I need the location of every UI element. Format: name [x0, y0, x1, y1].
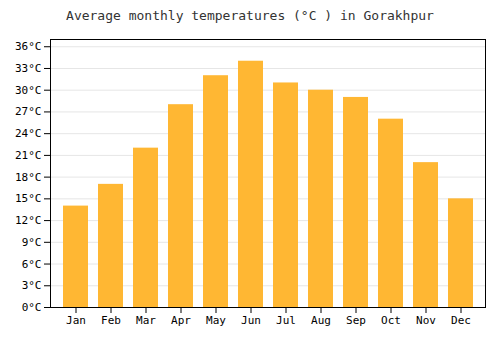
svg-text:6°C: 6°C — [22, 258, 42, 271]
svg-text:21°C: 21°C — [15, 149, 42, 162]
svg-text:Jun: Jun — [241, 314, 261, 327]
svg-text:12°C: 12°C — [15, 214, 42, 227]
svg-text:36°C: 36°C — [15, 40, 42, 53]
svg-text:24°C: 24°C — [15, 127, 42, 140]
svg-text:Aug: Aug — [311, 314, 331, 327]
svg-text:18°C: 18°C — [15, 171, 42, 184]
svg-text:9°C: 9°C — [22, 236, 42, 249]
svg-text:Mar: Mar — [136, 314, 156, 327]
svg-text:27°C: 27°C — [15, 105, 42, 118]
svg-text:3°C: 3°C — [22, 279, 42, 292]
svg-text:Oct: Oct — [381, 314, 401, 327]
svg-text:Apr: Apr — [171, 314, 191, 327]
svg-text:Feb: Feb — [101, 314, 121, 327]
html-text:Average monthly temperatures (: Average monthly temperatures (°C ) in Go… — [66, 8, 434, 23]
svg-text:Dec: Dec — [451, 314, 471, 327]
svg-text:Jul: Jul — [276, 314, 296, 327]
svg-text:May: May — [206, 314, 226, 327]
svg-text:Jan: Jan — [66, 314, 86, 327]
svg-text:30°C: 30°C — [15, 84, 42, 97]
svg-text:15°C: 15°C — [15, 192, 42, 205]
svg-text:33°C: 33°C — [15, 62, 42, 75]
svg-text:0°C: 0°C — [22, 301, 42, 314]
svg-text:Nov: Nov — [416, 314, 436, 327]
svg-text:Sep: Sep — [346, 314, 366, 327]
